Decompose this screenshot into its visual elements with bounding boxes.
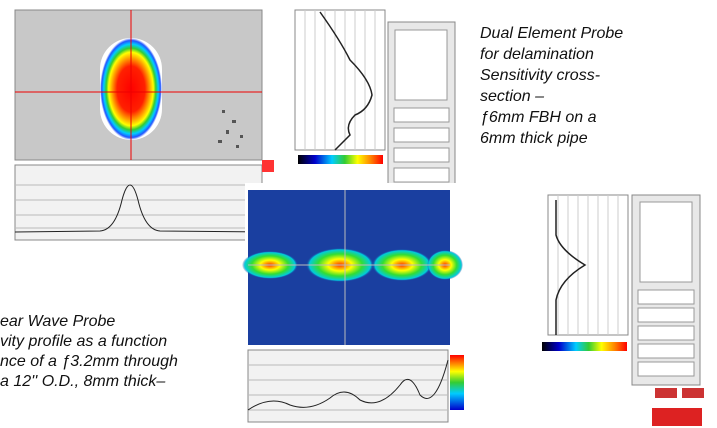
caption-line: for delamination <box>480 46 594 63</box>
table-list <box>640 202 692 282</box>
color-scale <box>450 355 464 410</box>
caption-line: vity profile as a function <box>0 333 167 350</box>
a-scan <box>295 10 385 150</box>
slide: ear Wave Probe vity profile as a functio… <box>0 0 717 428</box>
caption-line: ƒ6mm FBH on a <box>480 109 597 126</box>
scan-panel-2 <box>242 183 717 428</box>
button[interactable] <box>682 388 704 398</box>
page: ear Wave Probe vity profile as a functio… <box>0 0 717 428</box>
caption-line: a 12'' O.D., 8mm thick– <box>0 373 165 390</box>
table-list <box>395 30 447 100</box>
table-fields <box>638 290 694 376</box>
caption-line: ear Wave Probe <box>0 313 115 330</box>
profile <box>248 350 448 422</box>
color-scale <box>298 155 383 164</box>
caption-line: 6mm thick pipe <box>480 130 588 147</box>
caption-line: nce of a ƒ3.2mm through <box>0 353 178 370</box>
caption-line: section – <box>480 88 544 105</box>
swatch <box>262 160 274 172</box>
button[interactable] <box>655 388 677 398</box>
caption-1: Dual Element Probe for delamination Sens… <box>480 25 623 147</box>
caption-2: ear Wave Probe vity profile as a functio… <box>0 313 178 390</box>
caption-line: Dual Element Probe <box>480 25 623 42</box>
color-scale <box>542 342 627 351</box>
caption-line: Sensitivity cross- <box>480 67 600 84</box>
button[interactable] <box>652 408 702 426</box>
